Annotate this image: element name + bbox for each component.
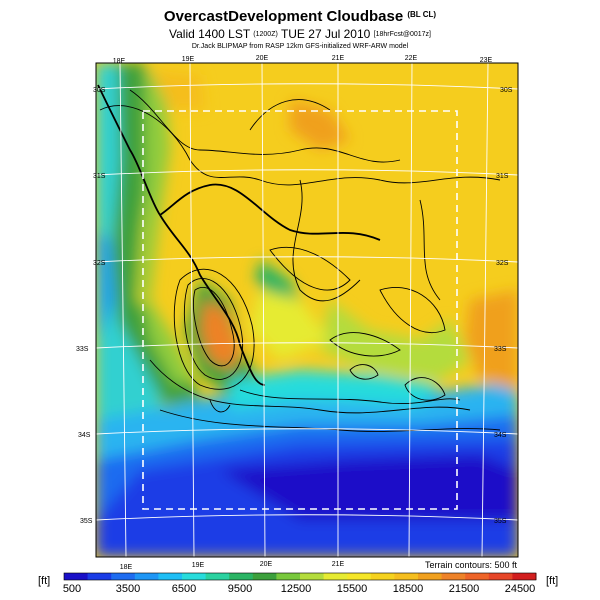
colorbar-label: 12500 <box>281 583 312 595</box>
colorbar-unit-right: [ft] <box>546 575 558 587</box>
lon-label: 21E <box>332 55 345 62</box>
lat-labels-left: 30S 31S 32S 33S 34S 35S <box>76 87 106 525</box>
map-title: OvercastDevelopment Cloudbase (BL CL) <box>0 8 600 25</box>
lon-label: 21E <box>332 561 345 568</box>
forecast-hour: [18hrFcst@0017z] <box>373 31 431 38</box>
lon-label: 18E <box>113 58 126 65</box>
colorbar-swatch <box>276 573 301 580</box>
lat-label: 33S <box>494 346 507 353</box>
colorbar-swatch <box>465 573 490 580</box>
valid-date: TUE 27 Jul 2010 <box>280 27 371 41</box>
graticule <box>96 63 518 557</box>
coastline <box>97 84 381 386</box>
lat-label: 31S <box>496 173 509 180</box>
lat-label: 35S <box>494 518 507 525</box>
colorbar-swatch <box>182 573 207 580</box>
valid-zulu: (1200Z) <box>253 31 278 38</box>
lat-label: 30S <box>93 87 106 94</box>
lat-labels-right: 30S 31S 32S 33S 34S 35S <box>494 87 513 525</box>
colorbar-swatch <box>512 573 537 580</box>
model-subtitle: Dr.Jack BLIPMAP from RASP 12km GFS-initi… <box>191 43 409 50</box>
colorbar-swatch <box>394 573 419 580</box>
colorbar-label: 3500 <box>116 583 140 595</box>
colorbar-swatch <box>488 573 513 580</box>
valid-time: Valid 1400 LST <box>169 27 250 41</box>
terrain-contour-note: Terrain contours: 500 ft <box>425 560 518 570</box>
cloudbase-field <box>96 63 518 557</box>
lon-label: 23E <box>480 57 493 64</box>
lon-label: 20E <box>260 561 273 568</box>
colorbar-swatch <box>205 573 230 580</box>
title-text: OvercastDevelopment Cloudbase <box>163 8 404 25</box>
colorbar-swatch <box>64 573 89 580</box>
lat-label: 30S <box>500 87 513 94</box>
lon-labels-top: 18E 19E 20E 21E 22E 23E <box>113 55 493 65</box>
colorbar-swatch <box>418 573 443 580</box>
colorbar-label: 9500 <box>228 583 252 595</box>
lat-label: 32S <box>93 260 106 267</box>
colorbar-swatch <box>87 573 112 580</box>
colorbar-label: 15500 <box>337 583 368 595</box>
lon-label: 18E <box>120 564 133 571</box>
colorbar-swatch <box>370 573 395 580</box>
colorbar <box>63 572 537 581</box>
lat-label: 35S <box>80 518 93 525</box>
lat-label: 34S <box>494 432 507 439</box>
inner-domain-box <box>142 110 458 510</box>
lon-label: 22E <box>405 55 418 62</box>
colorbar-frame <box>63 572 537 581</box>
colorbar-swatch <box>158 573 183 580</box>
colorbar-label: 6500 <box>172 583 196 595</box>
lon-label: 19E <box>182 56 195 63</box>
colorbar-swatch <box>252 573 277 580</box>
colorbar-swatch <box>134 573 159 580</box>
colorbar-unit-left: [ft] <box>38 575 50 587</box>
lon-label: 20E <box>256 55 269 62</box>
colorbar-label: 24500 <box>505 583 536 595</box>
colorbar-swatch <box>300 573 325 580</box>
lat-label: 34S <box>78 432 91 439</box>
lat-label: 31S <box>93 173 106 180</box>
colorbar-swatch <box>229 573 254 580</box>
colorbar-swatch <box>347 573 372 580</box>
colorbar-label: 21500 <box>449 583 480 595</box>
colorbar-label: 500 <box>63 583 81 595</box>
colorbar-swatch <box>441 573 466 580</box>
lat-label: 33S <box>76 346 89 353</box>
terrain-contours <box>99 89 501 432</box>
lon-label: 19E <box>192 562 205 569</box>
colorbar-labels: 500 3500 6500 9500 12500 15500 18500 21500 24500 <box>63 583 535 595</box>
valid-time-line: Valid 1400 LST (1200Z) TUE 27 Jul 2010 [… <box>0 27 600 41</box>
colorbar-label: 18500 <box>393 583 424 595</box>
map-frame <box>95 62 519 558</box>
lat-label: 32S <box>496 260 509 267</box>
colorbar-swatch <box>323 573 348 580</box>
colorbar-swatch <box>111 573 136 580</box>
title-tag: (BL CL) <box>407 10 437 19</box>
lon-labels-bottom: 18E 19E 20E 21E <box>120 561 345 571</box>
